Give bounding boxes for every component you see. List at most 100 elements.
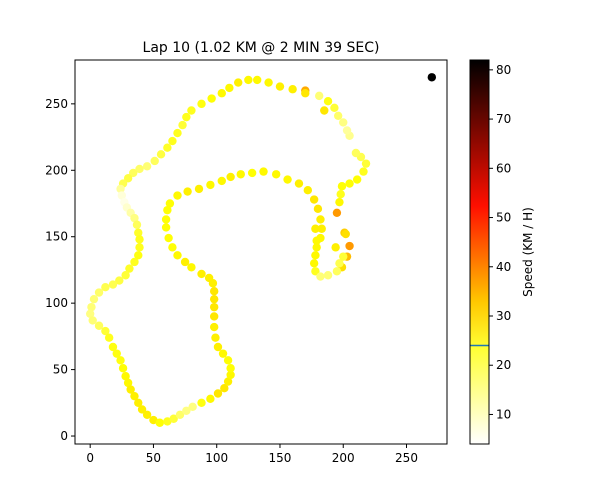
scatter-point bbox=[168, 136, 177, 146]
scatter-point bbox=[150, 156, 159, 166]
scatter-point bbox=[121, 372, 130, 381]
scatter-point bbox=[126, 385, 135, 394]
scatter-point bbox=[130, 213, 139, 223]
scatter-point bbox=[134, 251, 143, 260]
scatter-point bbox=[173, 128, 182, 138]
scatter-point bbox=[197, 269, 206, 279]
scatter-point bbox=[217, 176, 226, 186]
scatter-point bbox=[247, 168, 257, 178]
scatter-point bbox=[134, 228, 143, 237]
scatter-point bbox=[194, 184, 204, 194]
scatter-point bbox=[178, 120, 187, 130]
scatter-point bbox=[137, 405, 147, 414]
colorbar-tick-label: 20 bbox=[496, 358, 511, 372]
scatter-point bbox=[108, 342, 118, 352]
colorbar-tick-label: 10 bbox=[496, 407, 511, 421]
scatter-point bbox=[134, 398, 143, 408]
scatter-point bbox=[175, 410, 185, 419]
scatter-point bbox=[317, 224, 326, 233]
scatter-point bbox=[271, 170, 281, 179]
scatter-point bbox=[135, 243, 144, 252]
scatter-point bbox=[335, 259, 344, 268]
colorbar-ticks: 10 20 30 40 50 60 70 80 bbox=[489, 63, 511, 421]
scatter-point bbox=[339, 252, 348, 261]
scatter-point bbox=[115, 276, 124, 285]
scatter-point bbox=[101, 283, 110, 292]
scatter-points bbox=[85, 73, 437, 427]
scatter-point bbox=[101, 326, 110, 336]
scatter-point bbox=[156, 150, 166, 159]
scatter-point bbox=[234, 78, 243, 87]
scatter-point bbox=[220, 383, 229, 393]
y-tick-label: 150 bbox=[45, 230, 68, 244]
scatter-point bbox=[332, 208, 342, 217]
scatter-point bbox=[188, 402, 197, 411]
scatter-point bbox=[129, 168, 138, 178]
scatter-point bbox=[309, 259, 319, 268]
plot-frame bbox=[74, 59, 448, 445]
scatter-point bbox=[142, 162, 152, 171]
scatter-point bbox=[117, 191, 127, 200]
scatter-point bbox=[169, 414, 178, 423]
y-tick-label: 0 bbox=[60, 429, 68, 443]
scatter-point bbox=[333, 111, 343, 121]
scatter-point bbox=[187, 106, 196, 115]
scatter-point bbox=[218, 349, 228, 358]
scatter-point bbox=[294, 179, 304, 188]
y-tick-label: 50 bbox=[53, 363, 68, 377]
scatter-point bbox=[168, 243, 177, 252]
scatter-point bbox=[339, 118, 348, 127]
scatter-point bbox=[209, 302, 219, 312]
scatter-point bbox=[244, 75, 253, 85]
scatter-point bbox=[104, 333, 114, 342]
scatter-point bbox=[211, 333, 220, 342]
scatter-point bbox=[123, 378, 133, 388]
colorbar-tick-label: 50 bbox=[496, 211, 511, 225]
scatter-point bbox=[236, 170, 245, 179]
scatter-point bbox=[311, 267, 320, 276]
scatter-point bbox=[163, 205, 172, 215]
x-axis: 0 50 100 150 200 250 bbox=[86, 444, 418, 465]
scatter-point bbox=[313, 204, 323, 214]
chart-title: Lap 10 (1.02 KM @ 2 MIN 39 SEC) bbox=[143, 40, 380, 56]
scatter-point bbox=[209, 322, 219, 332]
scatter-point bbox=[165, 199, 175, 208]
scatter-point bbox=[94, 288, 104, 297]
scatter-point bbox=[283, 175, 292, 184]
scatter-point bbox=[226, 364, 235, 373]
colorbar-tick-label: 60 bbox=[496, 161, 511, 175]
scatter-point bbox=[341, 229, 350, 239]
scatter-point bbox=[163, 143, 172, 152]
scatter-point bbox=[89, 294, 99, 304]
scatter-point bbox=[330, 103, 339, 113]
colorbar-label: Speed (KM / H) bbox=[521, 207, 535, 297]
scatter-point bbox=[149, 415, 158, 425]
colorbar-tick-label: 30 bbox=[496, 309, 511, 323]
scatter-point bbox=[264, 78, 273, 87]
scatter-point bbox=[108, 280, 118, 289]
scatter-point bbox=[335, 197, 344, 207]
scatter-point bbox=[85, 309, 95, 318]
scatter-point bbox=[163, 417, 172, 426]
y-tick-label: 200 bbox=[45, 163, 68, 177]
scatter-point bbox=[275, 82, 285, 91]
colorbar-frame bbox=[469, 59, 490, 445]
scatter-point bbox=[342, 126, 352, 135]
x-tick-label: 0 bbox=[86, 451, 94, 465]
scatter-point bbox=[132, 220, 142, 229]
scatter-point bbox=[309, 195, 319, 204]
scatter-point bbox=[213, 342, 223, 352]
scatter-point bbox=[427, 73, 437, 82]
scatter-point bbox=[352, 175, 362, 184]
scatter-point bbox=[223, 377, 233, 386]
scatter-point bbox=[351, 148, 361, 158]
scatter-point bbox=[345, 241, 354, 251]
scatter-point bbox=[213, 389, 223, 398]
scatter-point bbox=[161, 215, 171, 224]
scatter-point bbox=[311, 224, 320, 233]
scatter-point bbox=[112, 349, 121, 358]
scatter-point bbox=[116, 184, 125, 194]
plot-area: 0 50 100 150 200 250 0 50 100 150 200 250 bbox=[45, 59, 448, 465]
